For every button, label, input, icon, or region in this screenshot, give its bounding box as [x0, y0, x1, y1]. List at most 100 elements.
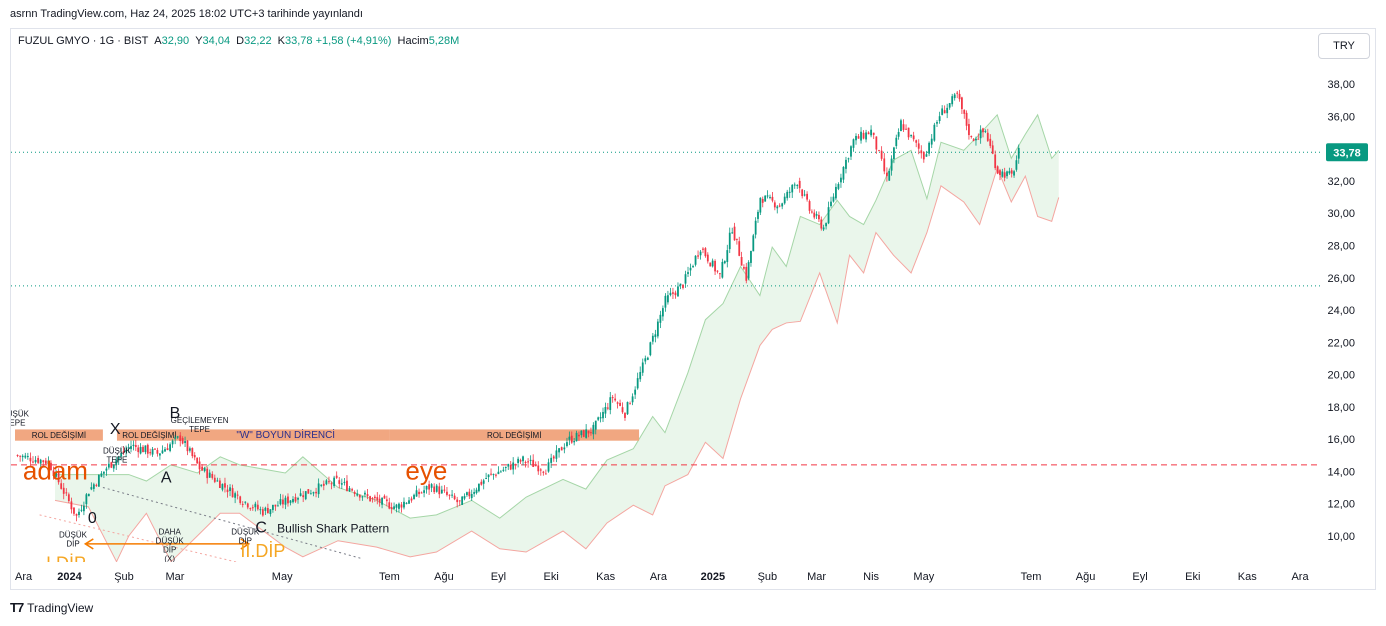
- candle-body: [791, 184, 794, 193]
- candle-body: [385, 499, 388, 502]
- candle-body: [487, 474, 490, 478]
- candle-body: [702, 248, 704, 250]
- candle-body: [933, 124, 936, 141]
- x-tick-label: Şub: [114, 571, 134, 583]
- candle-body: [711, 260, 714, 267]
- candle-body: [16, 454, 19, 456]
- candle-body: [664, 295, 667, 308]
- candle-body: [60, 483, 63, 489]
- candle-body: [606, 407, 609, 409]
- candle-body: [266, 507, 269, 514]
- candle-body: [842, 166, 845, 180]
- candle-body: [198, 461, 201, 470]
- candle-body: [312, 492, 315, 494]
- candle-body: [786, 191, 789, 199]
- candle-body: [65, 492, 68, 494]
- candle-body: [179, 435, 182, 442]
- candle-body: [706, 254, 709, 262]
- candle-body: [507, 463, 510, 467]
- candle-body: [229, 487, 231, 492]
- candle-body: [634, 389, 637, 395]
- candle-body: [292, 499, 294, 503]
- candle-body: [1006, 171, 1008, 177]
- candle-body: [307, 489, 310, 494]
- candle-body: [398, 503, 400, 509]
- candle-body: [604, 407, 607, 414]
- chart-annotation: II.DİP: [240, 541, 285, 561]
- chart-annotation: DAHA: [159, 527, 182, 536]
- candle-body: [840, 177, 842, 183]
- x-tick-label: Kas: [596, 571, 615, 583]
- candle-body: [975, 138, 977, 141]
- candle-body: [279, 499, 282, 505]
- candle-body: [226, 489, 229, 493]
- chart-annotation: eye: [405, 455, 447, 485]
- candle-body: [52, 470, 55, 477]
- candle-body: [936, 122, 938, 124]
- y-tick-label: 28,00: [1327, 241, 1355, 253]
- candle-body: [122, 451, 125, 453]
- candle-body: [216, 480, 219, 482]
- candle-body: [731, 232, 734, 234]
- candle-body: [181, 438, 184, 444]
- candle-body: [1008, 171, 1011, 174]
- symbol-name[interactable]: FUZUL GMYO · 1G · BIST: [18, 35, 149, 47]
- candle-body: [585, 429, 588, 438]
- candle-body: [920, 150, 923, 154]
- candle-body: [922, 152, 925, 160]
- x-tick-label: Kas: [1238, 571, 1257, 583]
- y-tick-label: 20,00: [1327, 370, 1355, 382]
- candle-body: [850, 146, 852, 157]
- chart-annotation: TEPE: [107, 456, 128, 465]
- chart-annotation: TEPE: [189, 425, 210, 434]
- candle-body: [191, 448, 194, 457]
- candle-body: [745, 266, 748, 281]
- candle-body: [44, 460, 47, 464]
- candle-body: [999, 170, 1001, 176]
- candle-body: [893, 147, 895, 159]
- candle-body: [495, 474, 497, 476]
- chart-annotation: I.DİP: [46, 554, 86, 574]
- arrow-head-left: [83, 538, 94, 550]
- chart-annotation: DİP: [163, 545, 176, 554]
- zone-label: ROL DEĞİŞİMİ: [487, 431, 541, 440]
- candle-body: [112, 464, 115, 469]
- candle-body: [566, 442, 568, 446]
- x-tick-label: Tem: [379, 571, 400, 583]
- candle-body: [594, 420, 597, 430]
- candle-body: [328, 481, 330, 483]
- candle-body: [783, 196, 786, 204]
- candle-body: [485, 478, 488, 480]
- candle-body: [857, 136, 860, 139]
- candle-body: [928, 142, 930, 154]
- close-label: K: [277, 35, 286, 47]
- candle-body: [822, 227, 825, 230]
- candle-body: [201, 466, 204, 471]
- candle-body: [738, 241, 741, 256]
- candle-body: [1013, 171, 1015, 176]
- candle-body: [1017, 147, 1020, 159]
- chart-annotation: C: [255, 520, 267, 537]
- candle-body: [468, 491, 471, 497]
- candle-body: [580, 430, 583, 436]
- y-tick-label: 22,00: [1327, 337, 1355, 349]
- candle-body: [552, 456, 555, 459]
- candle-body: [953, 94, 956, 99]
- candle-body: [759, 197, 762, 213]
- candle-body: [218, 480, 221, 489]
- candle-body: [137, 447, 140, 453]
- candle-body: [159, 453, 161, 456]
- candle-body: [524, 461, 527, 463]
- candle-body: [679, 283, 682, 286]
- currency-button[interactable]: TRY: [1318, 33, 1370, 59]
- chart-annotation: DÜŞÜK: [103, 447, 132, 456]
- chart-annotation: X: [110, 421, 121, 438]
- candle-body: [70, 501, 73, 510]
- candle-body: [820, 219, 823, 229]
- candle-body: [490, 473, 492, 475]
- x-tick-label: Şub: [758, 571, 778, 583]
- candle-body: [478, 483, 480, 492]
- candle-body: [735, 238, 738, 240]
- candle-body: [388, 502, 391, 509]
